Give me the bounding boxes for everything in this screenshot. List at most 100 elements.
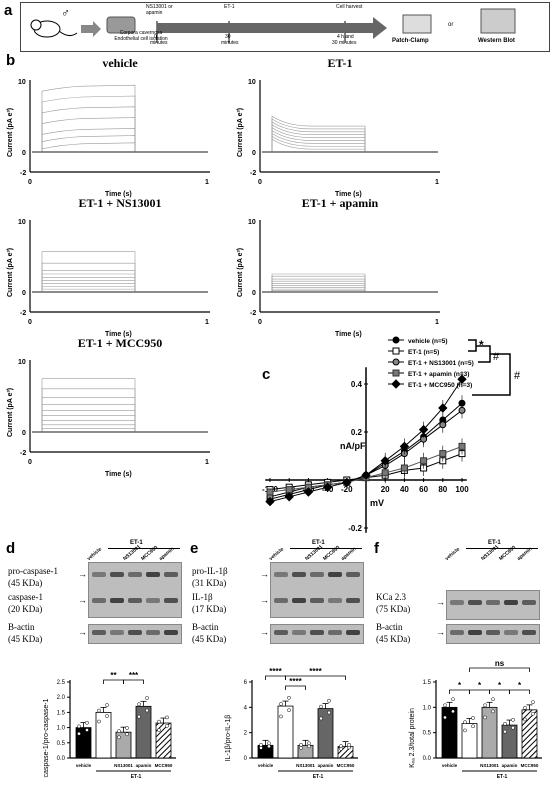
data-point (439, 450, 447, 458)
patch-clamp-label: Patch-Clamp (392, 38, 429, 44)
t4-value: 4 h and (337, 34, 354, 40)
blot-row-label: caspase-1 (8, 592, 43, 602)
data-point (420, 457, 428, 465)
data-point (451, 709, 455, 714)
lane-label: vehicle (86, 546, 103, 562)
t30-unit: minutes (221, 40, 239, 46)
blot-group-line (290, 548, 362, 549)
panel-label-f: f (374, 540, 379, 557)
data-point (322, 482, 333, 492)
data-point (491, 709, 495, 714)
current-trace (32, 404, 208, 433)
data-point (267, 744, 271, 749)
x-tick-label: 80 (438, 485, 447, 494)
current-trace (32, 420, 208, 433)
data-point (483, 715, 487, 720)
y-tick-label: 0 (244, 756, 248, 762)
y-tick-label: 2.0 (57, 695, 66, 701)
bar (135, 705, 152, 759)
data-point (471, 716, 475, 720)
data-point (503, 729, 507, 734)
blot-row-label: (31 KDa) (192, 578, 227, 588)
legend-marker (392, 347, 400, 355)
bar-chart-d: 0.0 0.5 1.0 1.5 2.0 2.5 caspase-1/pro-caspase-… (43, 671, 176, 780)
legend-marker (392, 369, 400, 377)
y-tick-label: 0.0 (57, 756, 66, 762)
current-trace (32, 135, 208, 153)
tick-label: 10 (18, 219, 26, 226)
blot-row-label: (45 KDa) (192, 634, 227, 644)
sig-marker: *** (129, 671, 139, 680)
tick-label: 0 (252, 290, 256, 297)
legend-marker (392, 358, 400, 366)
data-point (259, 746, 263, 750)
current-trace (32, 117, 208, 153)
blot-row-label: (45 KDa) (8, 578, 43, 588)
x-tick-label: vehicle (442, 763, 458, 768)
blot-row-label: (75 KDa) (376, 604, 411, 614)
y-tick-label: 1.5 (423, 680, 432, 686)
trace-title: ET-1 + MCC950 (77, 336, 163, 350)
tick-label: -2 (20, 450, 26, 457)
y-axis-label: Current (pA e³) (237, 248, 244, 297)
blot-band (328, 630, 342, 635)
tick-label: 0 (28, 179, 32, 186)
x-axis-label: Time (s) (335, 331, 362, 338)
data-point (399, 441, 410, 452)
sig-bracket (469, 689, 490, 694)
data-point (463, 728, 467, 733)
current-trace (32, 415, 208, 433)
group-label: ET-1 (497, 774, 508, 780)
blot-image (88, 562, 182, 618)
data-point (503, 721, 507, 726)
data-point (105, 714, 109, 718)
x-tick-label: vehicle (258, 763, 274, 768)
sig-marker: **** (289, 677, 302, 686)
blot-row-label: B-actin (376, 622, 403, 632)
current-trace (262, 115, 438, 153)
bar (317, 708, 334, 759)
isolation-label-2: Endothelial cell isolation (114, 36, 168, 42)
t0-unit: minutes (150, 40, 168, 46)
sig-marker: * (478, 681, 482, 690)
blot-band (292, 598, 306, 603)
sig-marker: **** (309, 667, 322, 676)
legend-label: ET-1 + MCC950 (n=3) (408, 382, 472, 389)
tick-label: 0 (252, 150, 256, 157)
t0-value: 0 (154, 34, 157, 40)
blot-band (468, 630, 482, 635)
current-trace (262, 129, 438, 153)
data-point (299, 742, 303, 747)
timeline-arrow (157, 17, 387, 39)
x-tick-label: 60 (419, 485, 428, 494)
tick-label: 10 (248, 219, 256, 226)
blot-band (486, 630, 500, 635)
blot-image (446, 590, 540, 620)
blot-band (274, 572, 288, 577)
panel-label-a: a (4, 2, 13, 19)
sig-bracket (472, 353, 511, 396)
blot-band (522, 630, 536, 635)
blot-band (110, 598, 124, 603)
data-point (117, 729, 121, 733)
data-point (85, 720, 89, 725)
band-arrow-icon: → (436, 597, 445, 607)
tick-label: 0 (22, 150, 26, 157)
blot-band (110, 572, 124, 577)
y-axis-label: IL-1β/pro-IL-1β (225, 715, 232, 762)
data-point (145, 708, 149, 713)
t30-value: 30 (225, 34, 231, 40)
data-point (457, 374, 467, 384)
sig-marker: ** (110, 671, 117, 680)
blot-band (92, 572, 106, 577)
y-tick-label: 1.0 (423, 705, 432, 711)
blot-band (128, 630, 142, 635)
data-point (303, 487, 314, 497)
sig-marker: * (518, 681, 522, 690)
current-trace (32, 270, 208, 293)
tick-label: 10 (18, 359, 26, 366)
panel-label-b: b (6, 52, 16, 69)
